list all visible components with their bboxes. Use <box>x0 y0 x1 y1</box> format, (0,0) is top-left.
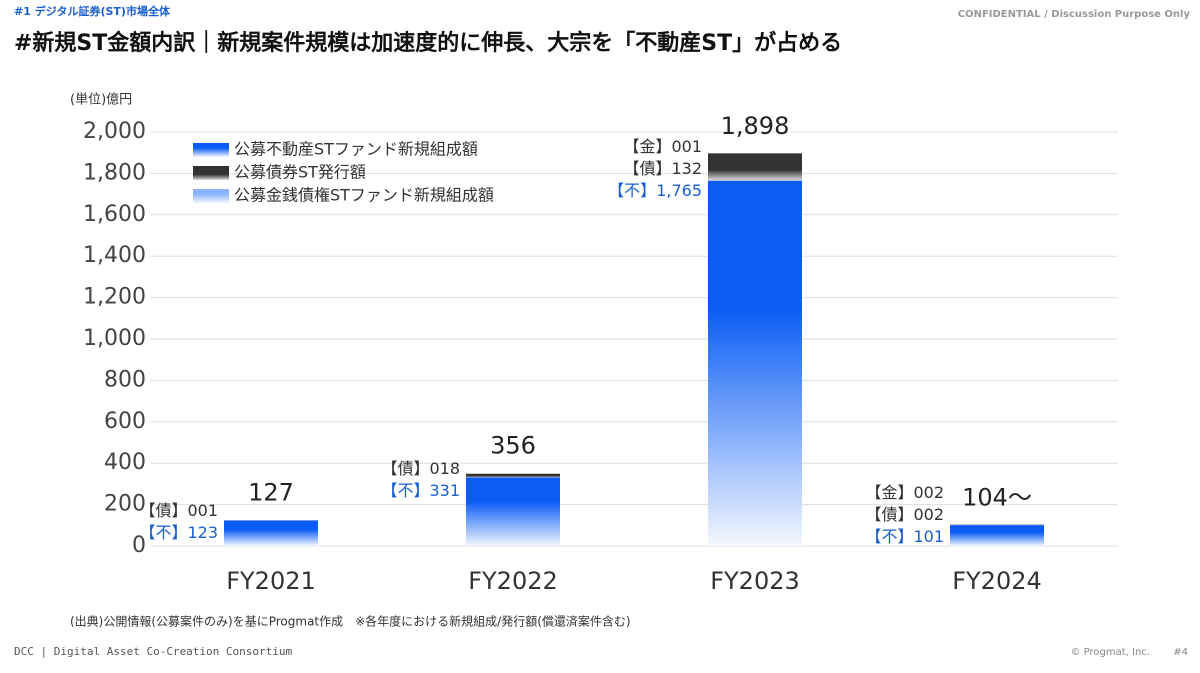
x-tick-label: FY2022 <box>468 567 558 595</box>
segment-value: 331 <box>429 481 460 500</box>
total-label: 104～ <box>962 483 1032 511</box>
segment-tag: 【不】 <box>381 481 429 500</box>
segment-label: 【不】101 <box>865 527 944 546</box>
x-tick-label: FY2023 <box>710 567 800 595</box>
total-label: 356 <box>490 431 536 459</box>
segment-label: 【債】018 <box>381 459 460 478</box>
page-number: #4 <box>1173 647 1188 658</box>
segment-tag: 【債】 <box>139 501 187 520</box>
bar-segment <box>466 473 560 478</box>
section-label: #1 デジタル証券(ST)市場全体 <box>14 4 171 18</box>
segment-value: 002 <box>913 483 944 502</box>
y-tick-label: 1,600 <box>83 202 146 227</box>
segment-value: 001 <box>187 501 218 520</box>
y-tick-label: 400 <box>104 450 146 475</box>
segment-label: 【不】123 <box>139 523 218 542</box>
segment-tag: 【不】 <box>865 527 913 546</box>
legend-swatch <box>193 143 229 157</box>
segment-value: 101 <box>913 527 944 546</box>
y-tick-label: 600 <box>104 409 146 434</box>
bar-segment <box>708 180 802 546</box>
legend-label: 公募債券ST発行額 <box>234 163 366 182</box>
bar-segment <box>224 520 318 546</box>
confidential: CONFIDENTIAL / Discussion Purpose Only <box>958 9 1191 20</box>
y-tick-label: 1,000 <box>83 326 146 351</box>
y-tick-label: 1,200 <box>83 285 146 310</box>
bar-segment <box>950 525 1044 546</box>
segment-label: 【不】331 <box>381 481 460 500</box>
x-tick-label: FY2021 <box>226 567 316 595</box>
axis-label: (単位)億円 <box>70 92 132 108</box>
bar-segment <box>466 477 560 546</box>
segment-tag: 【金】 <box>865 483 913 502</box>
legend-label: 公募金銭債権STファンド新規組成額 <box>234 186 494 205</box>
slide-title: #新規ST金額内訳｜新規案件規模は加速度的に伸長、大宗を「不動産ST」が占める <box>14 30 842 56</box>
y-tick-label: 1,400 <box>83 243 146 268</box>
segment-label: 【不】1,765 <box>608 181 702 200</box>
segment-tag: 【債】 <box>865 505 913 524</box>
segment-value: 001 <box>671 137 702 156</box>
total-label: 1,898 <box>721 112 790 140</box>
copyright: © Progmat, Inc. <box>1070 647 1150 658</box>
x-tick-label: FY2024 <box>952 567 1042 595</box>
segment-label: 【金】002 <box>865 483 944 502</box>
source-note: (出典)公開情報(公募案件のみ)を基にProgmat作成 ※各年度における新規組… <box>70 614 631 629</box>
segment-value: 1,765 <box>656 181 702 200</box>
segment-tag: 【債】 <box>623 159 671 178</box>
segment-tag: 【不】 <box>139 523 187 542</box>
segment-label: 【債】002 <box>865 505 944 524</box>
y-tick-label: 1,800 <box>83 160 146 185</box>
footer-org: DCC | Digital Asset Co-Creation Consorti… <box>14 645 293 658</box>
segment-label: 【債】132 <box>623 159 702 178</box>
legend-swatch <box>193 189 229 203</box>
segment-value: 018 <box>429 459 460 478</box>
bar-segment <box>708 153 802 181</box>
segment-tag: 【金】 <box>623 137 671 156</box>
y-tick-label: 0 <box>132 533 146 558</box>
segment-label: 【債】001 <box>139 501 218 520</box>
segment-label: 【金】001 <box>623 137 702 156</box>
legend-label: 公募不動産STファンド新規組成額 <box>234 140 478 159</box>
segment-tag: 【債】 <box>381 459 429 478</box>
y-tick-label: 2,000 <box>83 119 146 144</box>
legend-swatch <box>193 166 229 180</box>
segment-value: 002 <box>913 505 944 524</box>
total-label: 127 <box>248 479 294 507</box>
segment-value: 123 <box>187 523 218 542</box>
y-tick-label: 800 <box>104 367 146 392</box>
segment-tag: 【不】 <box>608 181 656 200</box>
y-tick-label: 200 <box>104 492 146 517</box>
segment-value: 132 <box>671 159 702 178</box>
